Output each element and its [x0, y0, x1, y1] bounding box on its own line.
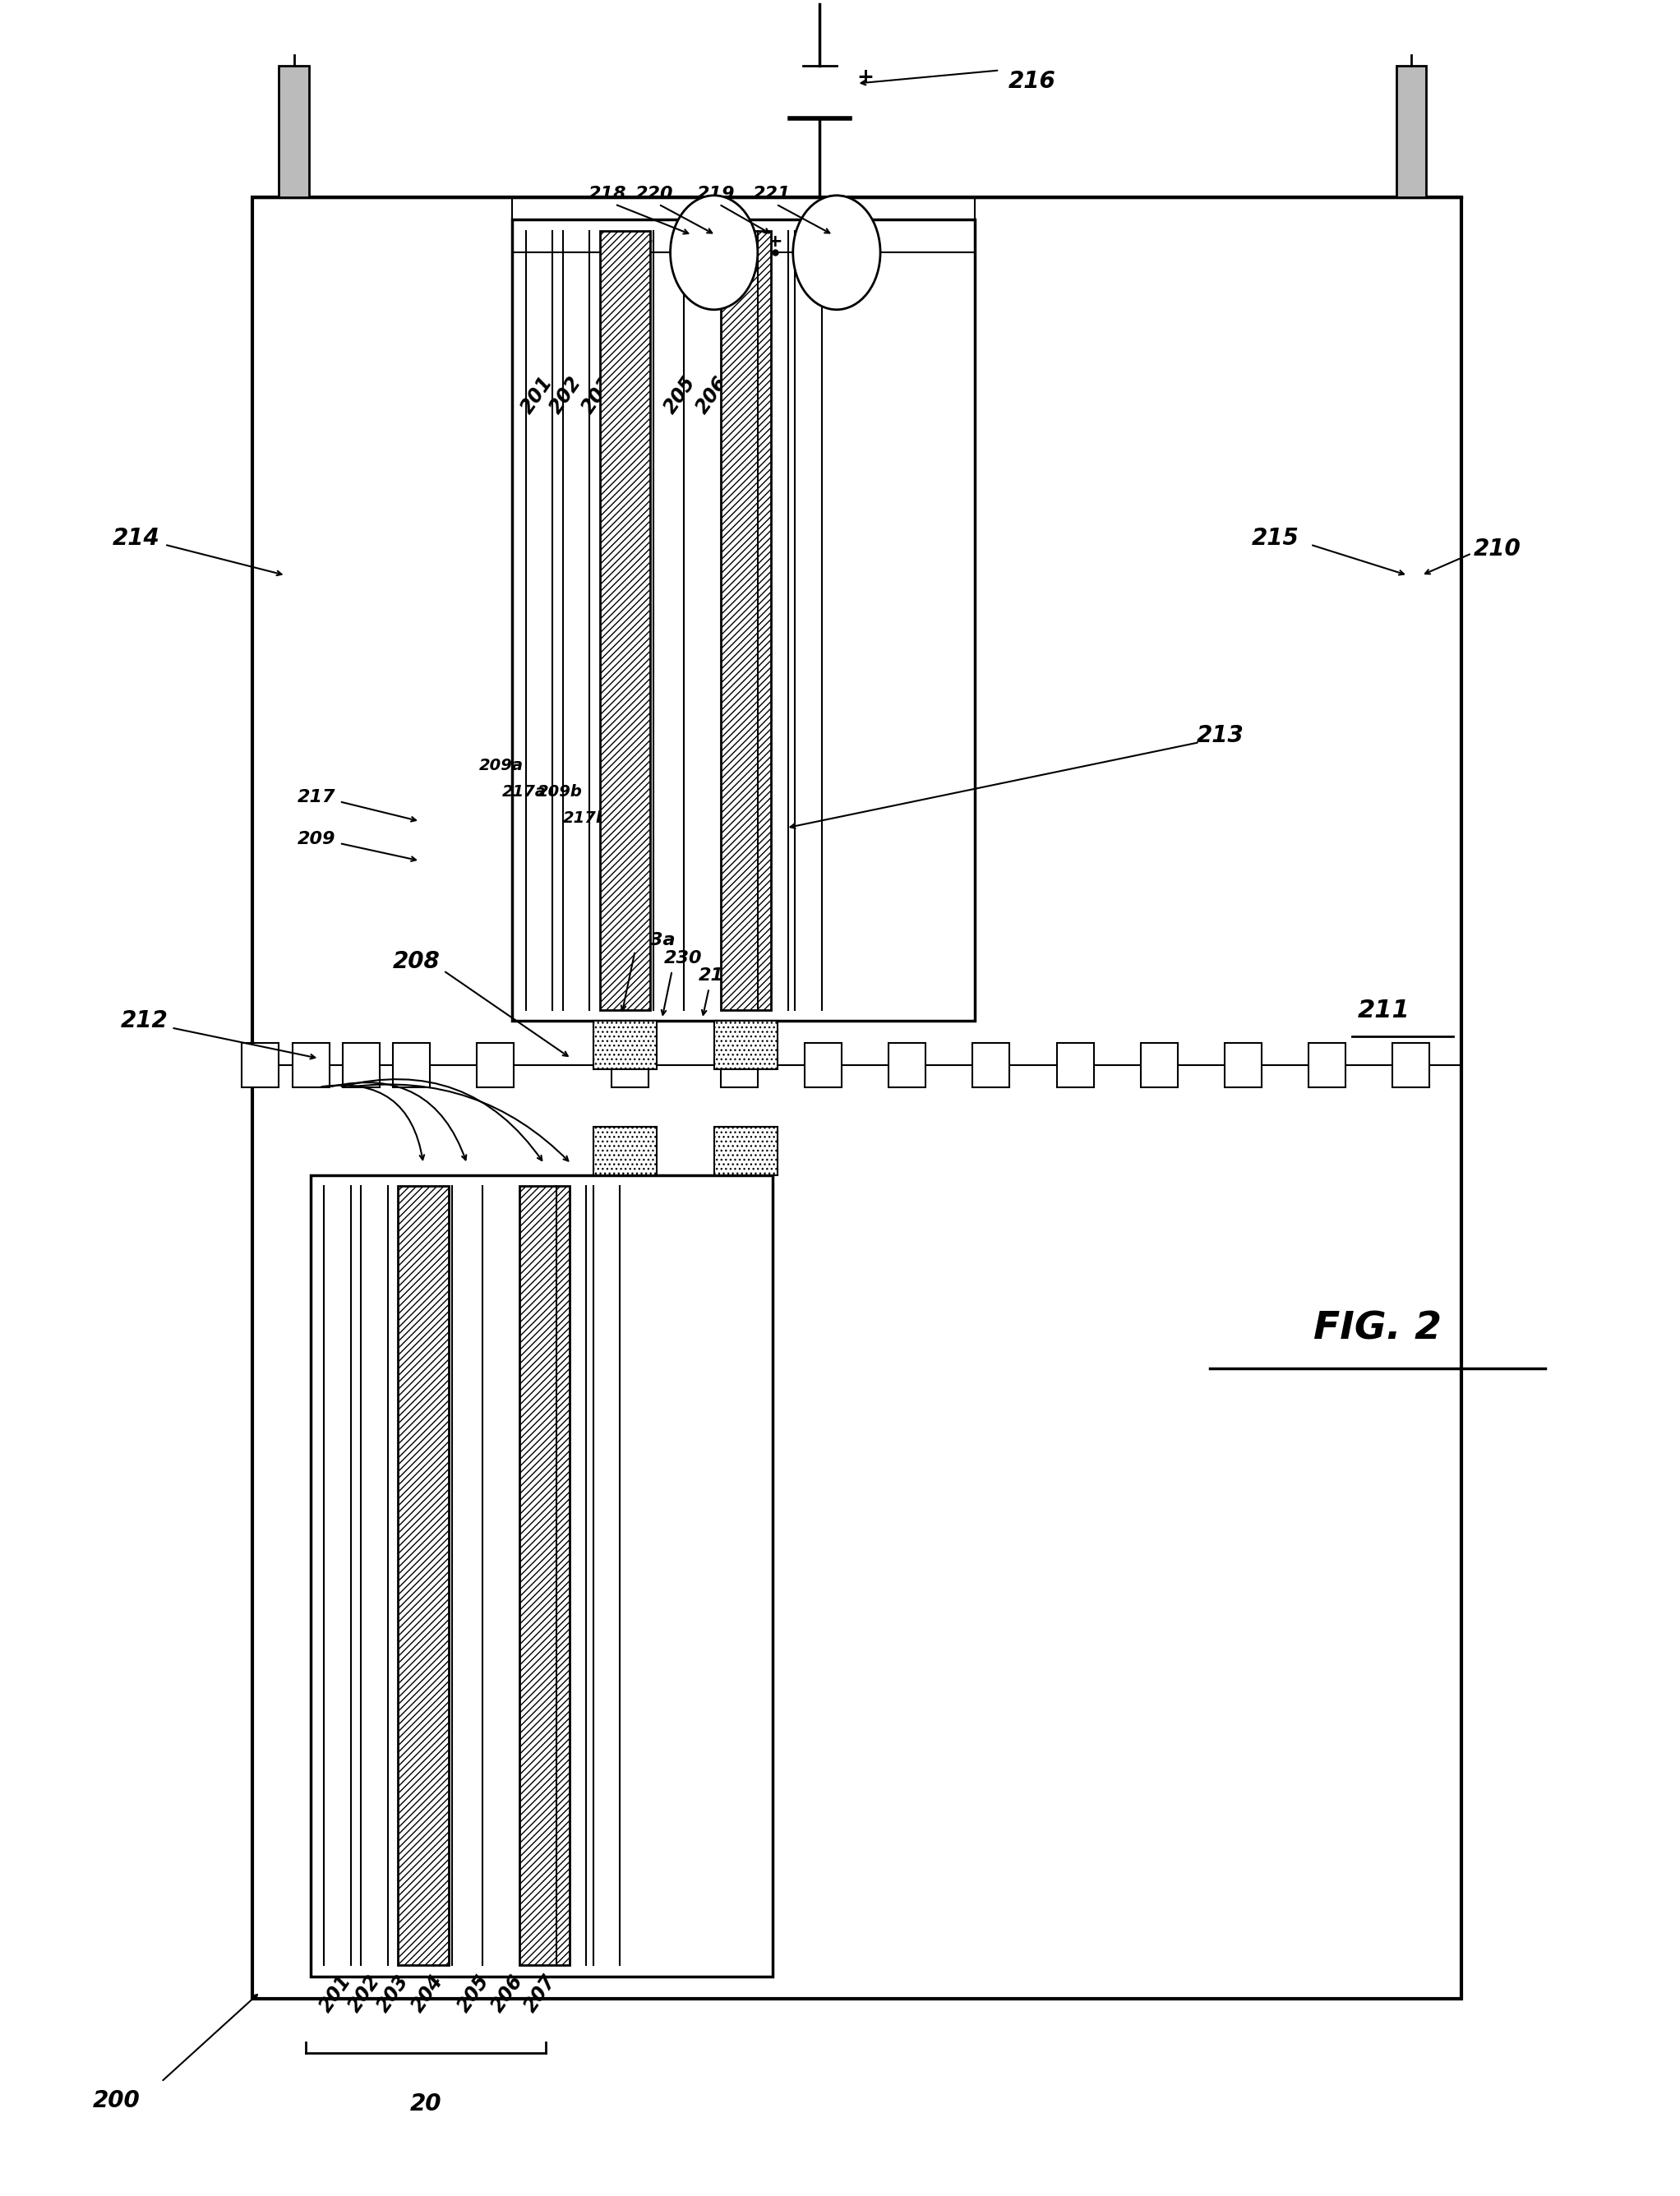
Circle shape — [793, 195, 880, 310]
Bar — [393, 1043, 430, 1087]
Bar — [343, 1043, 380, 1087]
Text: 207: 207 — [726, 373, 766, 417]
Text: 211: 211 — [1357, 999, 1410, 1021]
Text: 217b: 217b — [563, 810, 608, 826]
Circle shape — [670, 195, 758, 310]
Bar — [519, 1186, 570, 1965]
Bar — [242, 1043, 279, 1087]
Text: 213: 213 — [1196, 725, 1243, 747]
Text: 206: 206 — [692, 373, 732, 417]
Bar — [805, 1043, 842, 1087]
Text: 205: 205 — [660, 373, 701, 417]
Text: 20: 20 — [410, 2093, 442, 2115]
Bar — [721, 1043, 758, 1087]
Bar — [512, 220, 974, 1021]
Text: 213a: 213a — [625, 933, 675, 949]
Text: 220: 220 — [635, 187, 674, 202]
Bar — [1057, 1043, 1094, 1087]
Text: 212: 212 — [121, 1010, 168, 1032]
Text: 200: 200 — [92, 2091, 139, 2113]
Text: 214: 214 — [113, 527, 160, 549]
Bar — [714, 1127, 778, 1175]
Text: 210: 210 — [1473, 538, 1520, 560]
Text: A: A — [707, 244, 721, 261]
Text: 207: 207 — [521, 1972, 561, 2016]
Text: 209: 209 — [297, 830, 336, 848]
Bar — [973, 1043, 1010, 1087]
Text: 209a: 209a — [479, 758, 522, 773]
Bar — [279, 66, 309, 198]
Text: 219: 219 — [697, 187, 736, 202]
Text: 201: 201 — [517, 373, 558, 417]
Text: 202: 202 — [546, 373, 586, 417]
Text: 218: 218 — [588, 187, 627, 202]
Bar — [1141, 1043, 1178, 1087]
Text: +: + — [857, 68, 874, 86]
Text: 213b: 213b — [699, 968, 751, 984]
Text: 209b: 209b — [538, 784, 583, 799]
Bar — [477, 1043, 514, 1087]
Bar — [593, 1021, 657, 1069]
Text: 203: 203 — [373, 1972, 413, 2016]
Bar — [1225, 1043, 1262, 1087]
Text: FIG. 2: FIG. 2 — [1314, 1311, 1441, 1346]
Bar — [1393, 1043, 1430, 1087]
Bar — [714, 1021, 778, 1069]
Text: 208: 208 — [393, 951, 440, 973]
Text: 204: 204 — [408, 1972, 449, 2016]
Bar — [1309, 1043, 1346, 1087]
Bar — [311, 1175, 773, 1976]
Text: 205: 205 — [454, 1972, 494, 2016]
Text: 230: 230 — [664, 951, 702, 966]
Text: +: + — [638, 233, 654, 250]
Bar — [612, 1043, 648, 1087]
Text: 202: 202 — [344, 1972, 385, 2016]
Text: 201: 201 — [316, 1972, 356, 2016]
Text: 217: 217 — [297, 788, 336, 806]
Bar — [1396, 66, 1426, 198]
Bar — [292, 1043, 329, 1087]
Text: 215: 215 — [1252, 527, 1299, 549]
Bar — [721, 231, 771, 1010]
Bar — [593, 1127, 657, 1175]
Text: +: + — [768, 233, 783, 250]
Text: 216: 216 — [1008, 70, 1055, 92]
Text: 203: 203 — [578, 373, 618, 417]
Bar — [398, 1186, 449, 1965]
Text: 204: 204 — [613, 373, 654, 417]
Bar — [889, 1043, 926, 1087]
Text: 217a: 217a — [502, 784, 546, 799]
Text: 221: 221 — [753, 187, 791, 202]
Text: A: A — [830, 244, 843, 261]
Text: 206: 206 — [487, 1972, 528, 2016]
Bar — [600, 231, 650, 1010]
Bar — [252, 198, 1462, 1998]
